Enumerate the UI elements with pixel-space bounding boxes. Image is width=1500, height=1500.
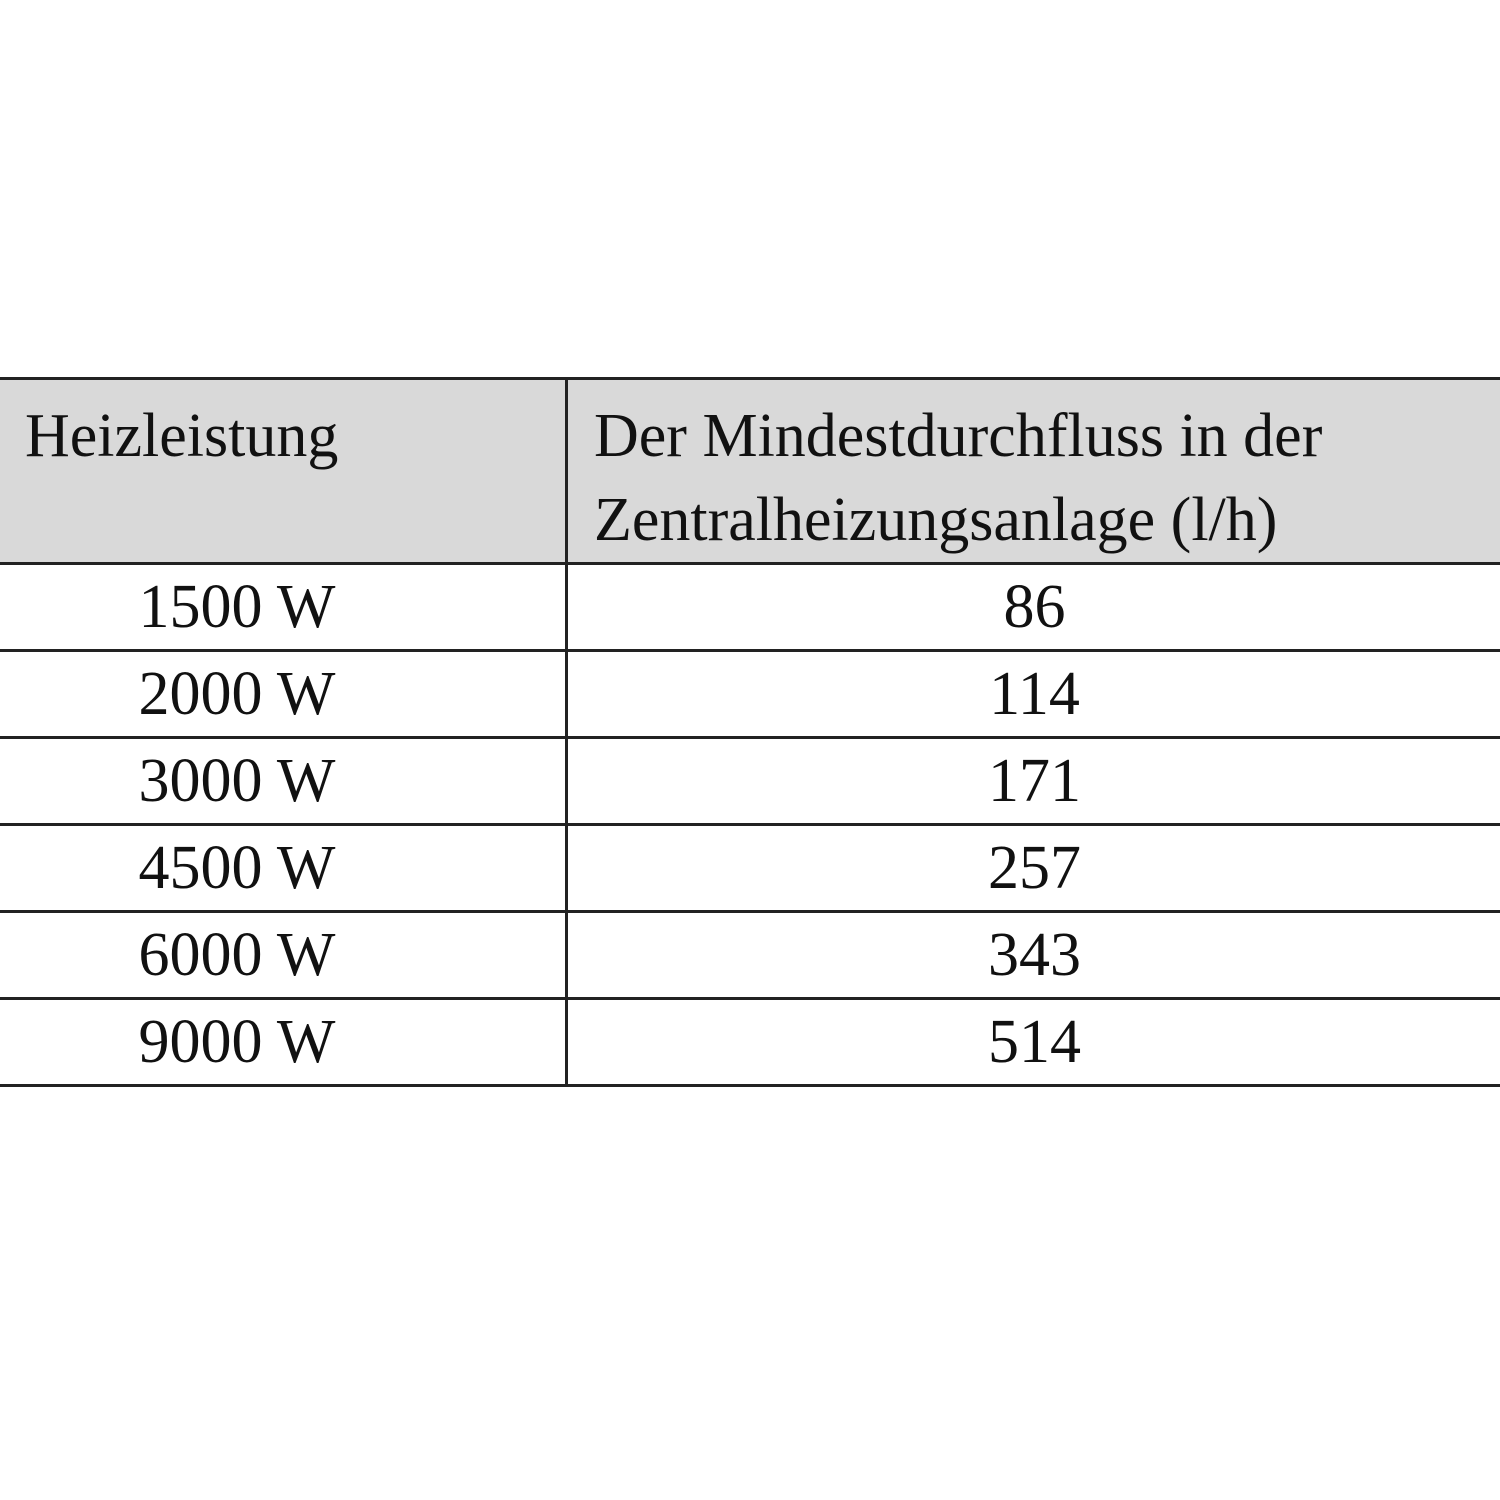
table-cell: 257 [565,823,1500,913]
table-cell: 6000 W [0,910,568,1000]
table-row: 1500 W 86 [0,562,1500,652]
header-row: Heizleistung Der Mindestdurchfluss in de… [0,377,1500,565]
flow-table: Heizleistung Der Mindestdurchfluss in de… [0,377,1500,1087]
table-cell: 343 [565,910,1500,1000]
table-row: 9000 W 514 [0,997,1500,1087]
table-row: 3000 W 171 [0,736,1500,826]
table-row: 6000 W 343 [0,910,1500,1000]
table-cell: 3000 W [0,736,568,826]
table-row: 2000 W 114 [0,649,1500,739]
table-cell: 171 [565,736,1500,826]
table-row: 4500 W 257 [0,823,1500,913]
table-body: 1500 W 86 2000 W 114 3000 W 171 4500 W 257 6000 … [0,562,1500,1087]
table-cell: 514 [565,997,1500,1087]
header-cell: Der Mindestdurchfluss in der Zentralheiz… [565,377,1500,565]
table-cell: 9000 W [0,997,568,1087]
table-cell: 114 [565,649,1500,739]
table-cell: 2000 W [0,649,568,739]
header-cell: Heizleistung [0,377,568,565]
table-cell: 4500 W [0,823,568,913]
table-cell: 1500 W [0,562,568,652]
table-cell: 86 [565,562,1500,652]
